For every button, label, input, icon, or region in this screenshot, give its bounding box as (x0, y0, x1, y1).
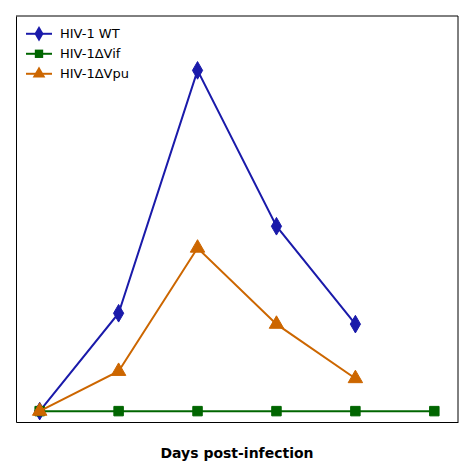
y-axis (16, 17, 17, 423)
legend-label: HIV-1ΔVpu (60, 66, 129, 81)
legend-label: HIV-1 WT (60, 26, 120, 41)
legend-label: HIV-1ΔVif (60, 46, 121, 61)
point (348, 370, 362, 382)
legend: HIV-1 WT HIV-1ΔVif HIV-1ΔVpu (26, 26, 129, 81)
point (193, 406, 202, 415)
series-line (40, 248, 356, 411)
point (350, 315, 360, 333)
point (32, 403, 46, 415)
point (351, 406, 360, 415)
axis-line (16, 17, 17, 423)
series-line (40, 410, 435, 412)
chart: HIV-1 WT HIV-1ΔVif HIV-1ΔVpu Days post-infe… (0, 0, 474, 474)
point (111, 363, 125, 375)
frame-right (458, 16, 459, 422)
point (272, 406, 281, 415)
point (192, 62, 202, 80)
x-axis-title: Days post-infection (160, 445, 313, 461)
legend-marker (33, 66, 46, 77)
plot: HIV-1 WT HIV-1ΔVif HIV-1ΔVpu (16, 16, 459, 423)
marks (32, 62, 439, 420)
x-axis (17, 422, 459, 423)
legend-marker (35, 26, 44, 42)
point (114, 406, 123, 415)
legend-item: HIV-1ΔVif (26, 46, 121, 61)
point (114, 304, 124, 322)
legend-item: HIV-1 WT (26, 26, 120, 42)
point (430, 406, 439, 415)
legend-item: HIV-1ΔVpu (26, 66, 129, 81)
point (271, 217, 281, 235)
axis-line (17, 422, 459, 423)
series-line (40, 70, 356, 411)
frame-top (16, 16, 458, 17)
legend-marker (35, 50, 43, 58)
point (190, 240, 204, 252)
point (269, 316, 283, 328)
